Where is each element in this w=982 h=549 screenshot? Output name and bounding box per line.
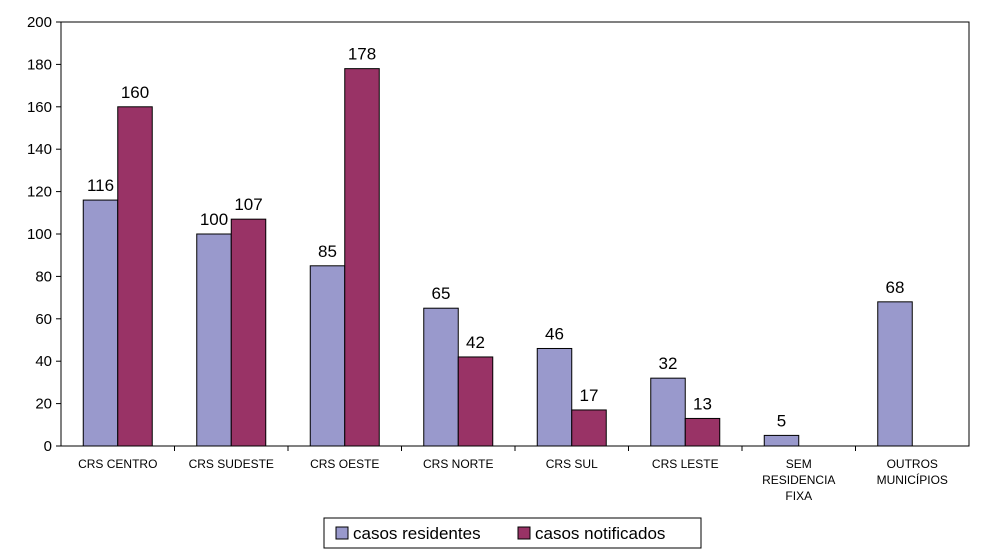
bar-residentes (423, 307, 459, 447)
bar-notificados (344, 68, 380, 447)
y-tick-label: 40 (35, 353, 52, 370)
legend-label: casos notificados (535, 524, 665, 543)
x-axis: CRS CENTRO CRS SUDESTE CRS OESTE CRS NORTE C… (61, 445, 969, 503)
bar-residentes (309, 265, 346, 447)
bar-notificados (684, 417, 721, 447)
y-tick-label: 160 (27, 99, 52, 116)
bar-residentes (763, 434, 800, 447)
y-tick-label: 0 (44, 438, 52, 455)
y-axis: 0 20 40 60 80 100 120 140 160 180 200 (27, 14, 62, 455)
y-tick-label: 20 (35, 396, 52, 413)
data-label: 85 (318, 242, 337, 261)
x-tick-label: CRS LESTE (652, 457, 719, 471)
x-tick-label: CRS SUL (546, 457, 598, 471)
x-tick-label: CRS CENTRO (78, 457, 157, 471)
legend: casos residentes casos notificados (323, 517, 702, 549)
x-tick-label: SEM RESIDENCIA FIXA (762, 457, 835, 503)
bar-residentes (650, 377, 686, 447)
data-label: 17 (580, 386, 599, 405)
bar-notificados (230, 218, 267, 447)
legend-swatch (517, 526, 531, 540)
data-label: 107 (234, 195, 262, 214)
bar-notificados (457, 356, 494, 447)
data-label: 68 (886, 278, 905, 297)
y-tick-label: 120 (27, 184, 52, 201)
y-tick-label: 200 (27, 14, 52, 31)
bars (82, 68, 913, 447)
bar-residentes (536, 347, 573, 447)
data-label: 32 (659, 354, 678, 373)
y-tick-label: 100 (27, 226, 52, 243)
x-tick-label: OUTROS MUNICÍPIOS (877, 457, 948, 487)
legend-swatch (335, 526, 349, 540)
bar-residentes (877, 301, 913, 447)
bar-notificados (571, 409, 607, 447)
data-label: 13 (693, 394, 712, 413)
data-label: 100 (200, 210, 228, 229)
y-tick-label: 80 (35, 268, 52, 285)
y-tick-label: 60 (35, 311, 52, 328)
data-label: 5 (777, 411, 786, 430)
legend-label: casos residentes (353, 524, 481, 543)
y-tick-label: 180 (27, 56, 52, 73)
x-tick-label: CRS OESTE (310, 457, 379, 471)
data-labels: 116 160 100 107 85 178 65 42 46 17 32 13 5 68 (87, 45, 905, 431)
y-tick-label: 140 (27, 141, 52, 158)
legend-box (323, 517, 702, 549)
data-label: 178 (348, 45, 376, 64)
data-label: 65 (432, 284, 451, 303)
x-tick-label: CRS NORTE (423, 457, 493, 471)
x-tick-label: CRS SUDESTE (189, 457, 274, 471)
data-label: 160 (121, 83, 149, 102)
bar-residentes (82, 199, 119, 447)
data-label: 116 (87, 176, 114, 195)
data-label: 42 (466, 333, 485, 352)
bar-notificados (117, 106, 153, 447)
bar-residentes (196, 233, 232, 447)
data-label: 46 (545, 324, 564, 343)
